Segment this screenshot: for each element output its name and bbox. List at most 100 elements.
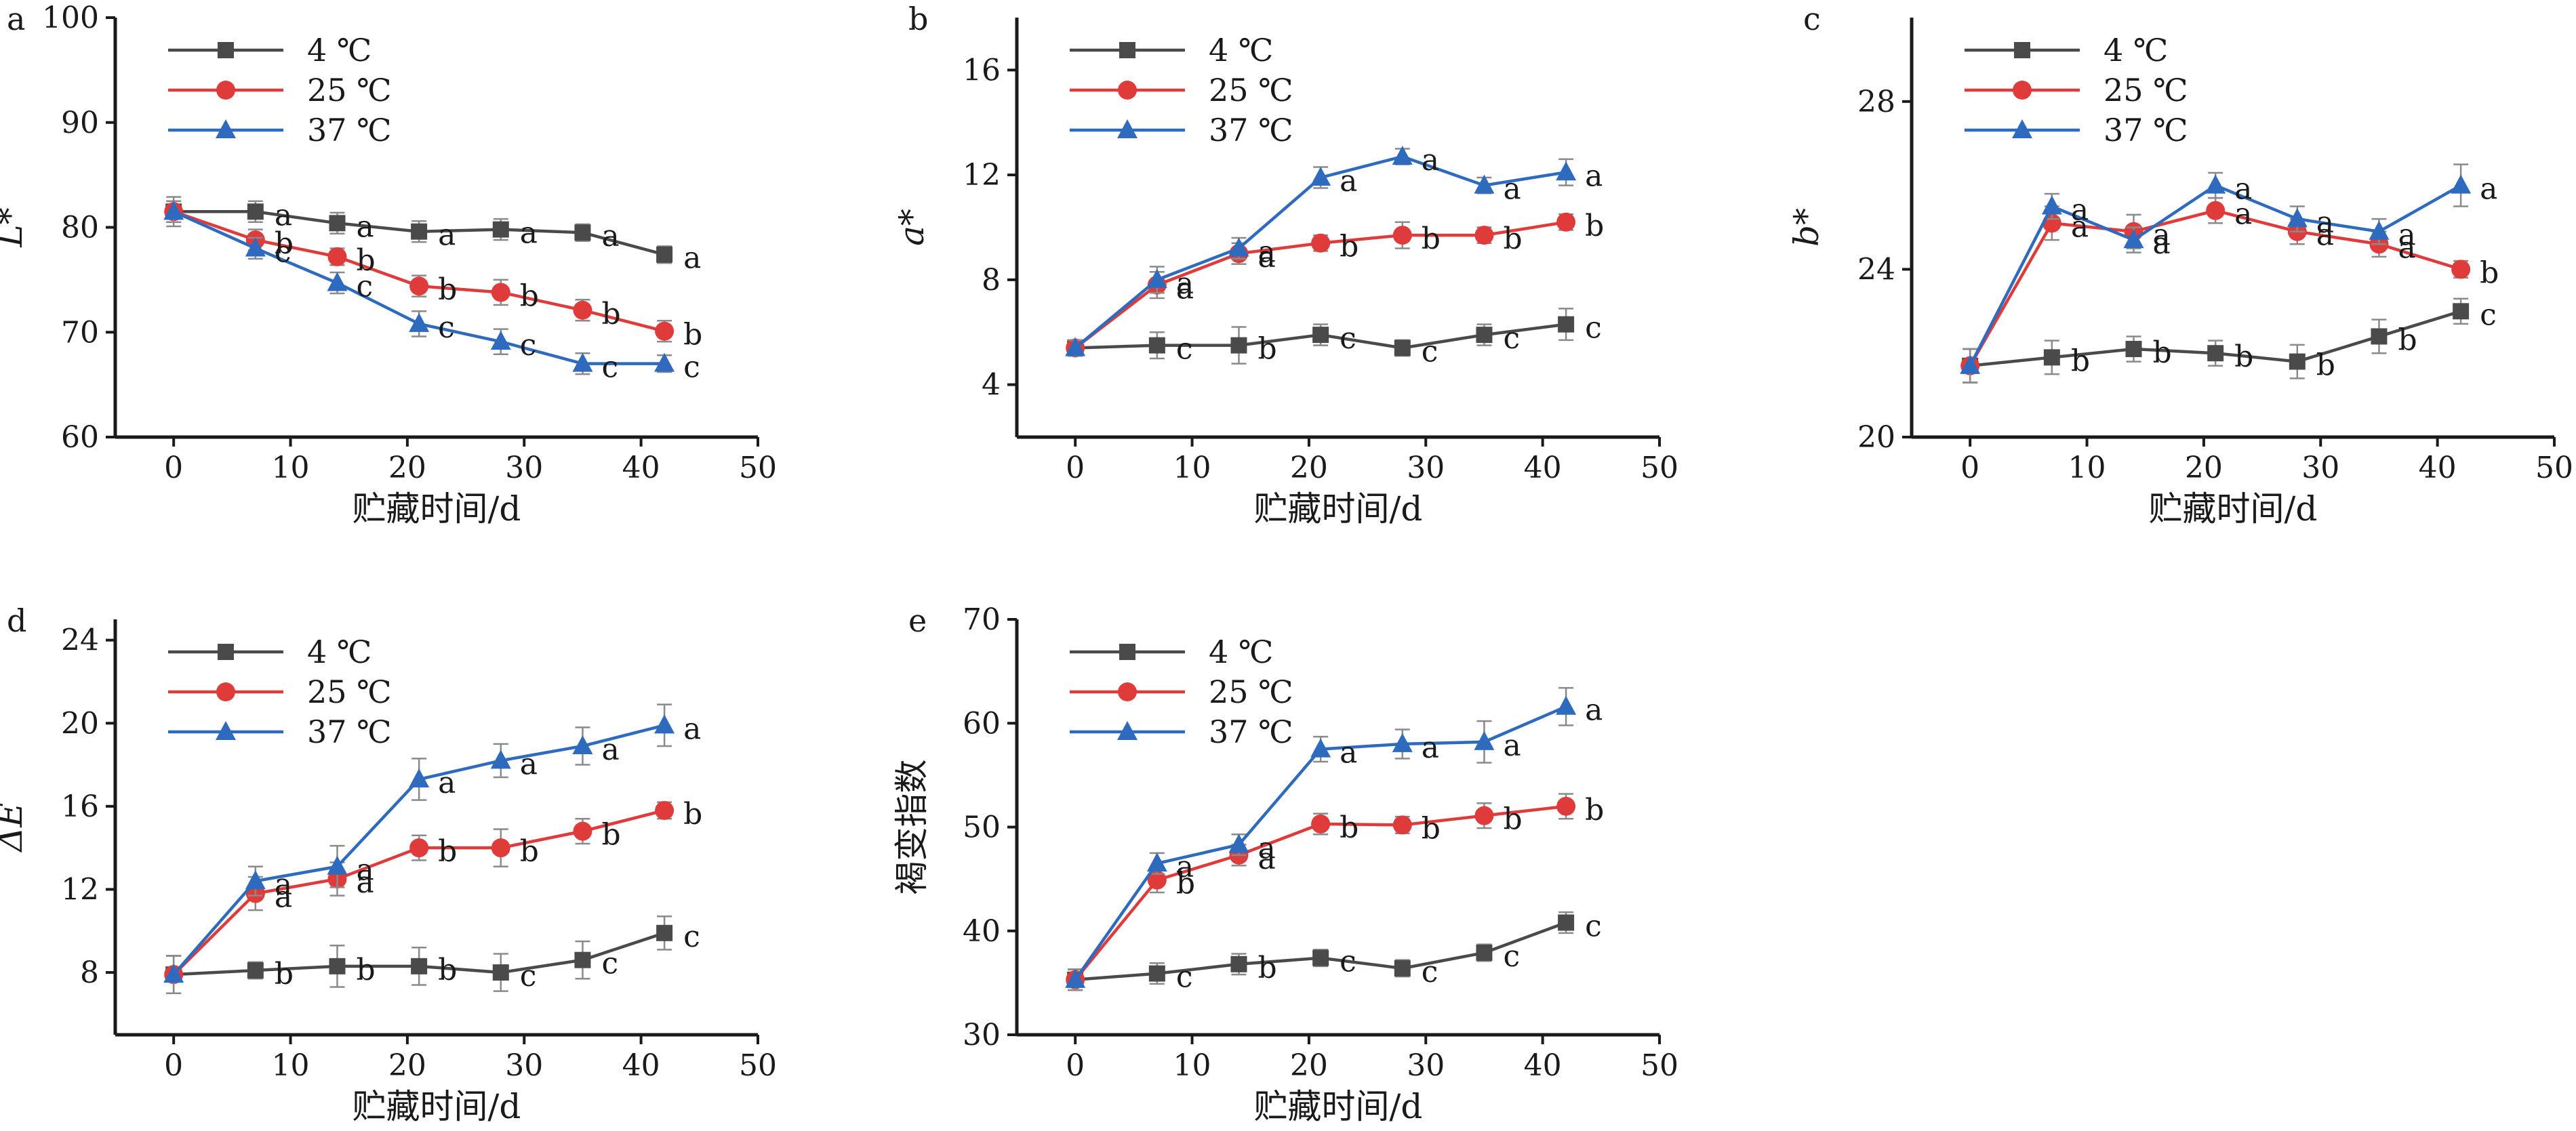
- panel-letter: e: [908, 602, 927, 639]
- y-tick-label: 12: [963, 158, 1001, 192]
- significance-label: c: [1585, 909, 1602, 943]
- data-point: [1558, 914, 1575, 931]
- x-tick-label: 0: [164, 451, 183, 485]
- data-point: [1311, 233, 1331, 253]
- x-tick-label: 0: [1066, 451, 1085, 485]
- data-point: [1960, 354, 1981, 374]
- significance-label: a: [1422, 143, 1439, 178]
- data-point: [1474, 731, 1495, 750]
- data-point: [492, 964, 509, 981]
- significance-label: a: [2152, 226, 2170, 261]
- significance-label: c: [275, 234, 291, 269]
- data-point: [1474, 174, 1495, 194]
- data-point: [2289, 353, 2306, 370]
- significance-label: b: [1176, 867, 1195, 901]
- data-point: [2451, 174, 2472, 194]
- significance-label: a: [1503, 172, 1521, 207]
- data-point: [654, 714, 675, 734]
- significance-label: b: [1422, 811, 1441, 846]
- significance-label: b: [2234, 340, 2253, 374]
- significance-label: c: [2480, 297, 2497, 332]
- legend-entry: 25 ℃: [1070, 72, 1293, 108]
- y-tick-label: 28: [1857, 85, 1895, 119]
- significance-label: c: [1503, 939, 1520, 974]
- legend-marker: [1119, 644, 1135, 660]
- legend-entry: 37 ℃: [1070, 112, 1293, 148]
- data-point: [1230, 337, 1247, 354]
- legend-marker: [1117, 119, 1138, 138]
- data-point: [2123, 229, 2144, 249]
- legend-entry: 4 ℃: [1070, 32, 1273, 68]
- data-point: [245, 237, 266, 257]
- significance-label: c: [601, 947, 618, 981]
- significance-label: a: [275, 880, 292, 915]
- data-point: [329, 958, 346, 974]
- significance-label: a: [683, 241, 701, 276]
- legend-entry: 37 ℃: [168, 714, 392, 750]
- data-point: [656, 246, 673, 263]
- significance-label: b: [275, 226, 294, 261]
- significance-label: a: [2071, 193, 2089, 228]
- y-axis-title: a*: [892, 209, 931, 246]
- legend-entry: 37 ℃: [168, 112, 392, 148]
- y-tick-label: 8: [982, 263, 1001, 297]
- legend-label: 37 ℃: [2104, 112, 2188, 148]
- data-point: [490, 331, 511, 350]
- x-axis-title: 贮藏时间/d: [353, 1087, 521, 1126]
- significance-label: b: [601, 297, 620, 331]
- data-point: [1392, 146, 1413, 165]
- series-0: b b b b b c: [1962, 297, 2497, 384]
- significance-label: c: [1176, 960, 1193, 995]
- significance-label: b: [438, 272, 457, 307]
- significance-label: c: [1176, 332, 1193, 367]
- significance-label: c: [520, 328, 537, 363]
- data-point: [329, 215, 346, 232]
- x-axis-title: 贮藏时间/d: [1254, 489, 1423, 529]
- data-point: [1311, 814, 1331, 834]
- y-tick-label: 12: [61, 872, 99, 907]
- data-point: [2207, 345, 2224, 362]
- data-point: [491, 838, 510, 858]
- significance-label: a: [2480, 172, 2497, 207]
- significance-label: b: [1340, 810, 1359, 845]
- data-point: [1556, 695, 1577, 715]
- x-tick-label: 30: [505, 1048, 543, 1083]
- significance-label: b: [438, 834, 457, 869]
- significance-label: a: [1257, 831, 1275, 866]
- data-point: [655, 321, 675, 341]
- data-point: [574, 951, 591, 968]
- data-point: [1556, 161, 1577, 181]
- significance-label: a: [2398, 218, 2415, 253]
- significance-label: b: [1585, 209, 1604, 243]
- x-tick-label: 40: [1524, 1048, 1562, 1083]
- y-tick-label: 40: [963, 914, 1001, 949]
- significance-label: a: [1257, 842, 1275, 876]
- significance-label: b: [1422, 222, 1441, 256]
- significance-label: a: [438, 218, 456, 253]
- legend-entry: 25 ℃: [1070, 674, 1293, 710]
- legend-marker: [1117, 721, 1138, 740]
- significance-label: a: [520, 216, 538, 251]
- significance-label: c: [1585, 311, 1602, 346]
- data-point: [1394, 960, 1411, 976]
- legend-entry: 25 ℃: [168, 674, 392, 710]
- significance-label: c: [1340, 945, 1356, 979]
- data-point: [1556, 796, 1576, 816]
- legend-label: 4 ℃: [307, 634, 371, 670]
- data-point: [1312, 327, 1329, 344]
- panel-letter: d: [7, 602, 26, 639]
- significance-label: b: [1340, 230, 1359, 264]
- significance-label: b: [356, 953, 375, 987]
- significance-label: a: [1176, 266, 1194, 301]
- data-point: [492, 221, 509, 238]
- data-point: [2453, 303, 2470, 320]
- significance-label: a: [2234, 197, 2252, 232]
- significance-label: a: [1503, 728, 1521, 763]
- legend-marker: [2013, 81, 2032, 100]
- data-point: [1065, 337, 1086, 356]
